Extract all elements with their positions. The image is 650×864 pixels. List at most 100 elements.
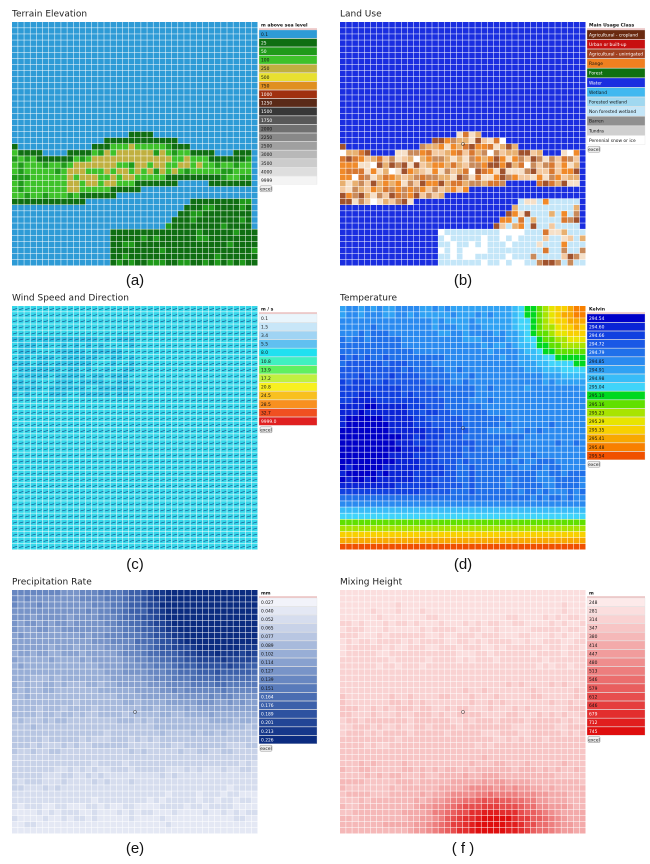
map-cell xyxy=(85,95,92,101)
map-cell xyxy=(61,64,67,71)
map-cell xyxy=(475,28,481,34)
map-cell xyxy=(567,34,574,40)
map-cell xyxy=(202,259,209,266)
map-cell xyxy=(48,40,55,46)
map-cell xyxy=(128,186,135,193)
map-cell xyxy=(104,58,110,65)
wind-arrow xyxy=(154,350,159,353)
map-cell xyxy=(18,83,24,89)
map-cell xyxy=(153,205,160,211)
map-cell xyxy=(426,34,432,40)
map-cell xyxy=(190,330,196,336)
map-cell xyxy=(55,403,61,410)
map-cell xyxy=(135,348,141,355)
map-cell xyxy=(518,70,524,77)
map-cell xyxy=(561,119,568,126)
wind-arrow xyxy=(43,326,49,329)
map-cell xyxy=(85,101,92,107)
map-cell xyxy=(110,223,117,229)
map-cell xyxy=(214,58,221,65)
map-cell xyxy=(141,235,147,242)
map-cell xyxy=(110,119,117,126)
wind-arrow xyxy=(37,320,42,323)
map-cell xyxy=(376,241,383,248)
map-cell xyxy=(208,40,215,46)
map-cell xyxy=(506,168,512,174)
map-cell xyxy=(91,247,98,254)
map-cell xyxy=(116,95,123,101)
map-cell xyxy=(573,253,580,260)
map-cell xyxy=(67,137,73,144)
map-cell xyxy=(413,58,420,65)
caption: (a) xyxy=(126,272,144,289)
map-cell xyxy=(202,70,209,77)
map-cell xyxy=(239,95,246,101)
map-cell xyxy=(147,211,153,217)
excel-button[interactable] xyxy=(587,145,601,153)
map-cell xyxy=(475,211,481,217)
map-cell xyxy=(469,144,475,150)
map-cell xyxy=(419,137,426,144)
map-cell xyxy=(395,229,401,235)
excel-button[interactable] xyxy=(259,185,273,193)
map-cell xyxy=(178,205,184,211)
wind-arrow xyxy=(61,399,67,402)
map-cell xyxy=(73,70,80,77)
wind-arrow xyxy=(18,381,24,384)
map-cell xyxy=(184,391,190,397)
map-cell xyxy=(12,229,18,235)
map-cell xyxy=(153,421,160,428)
map-cell xyxy=(475,174,481,181)
map-cell xyxy=(370,235,377,242)
map-cell xyxy=(18,70,24,77)
map-cell xyxy=(30,192,37,199)
map-cell xyxy=(30,318,37,324)
map-cell xyxy=(389,70,395,77)
map-cell xyxy=(395,150,401,156)
map-cell xyxy=(30,113,37,120)
map-cell xyxy=(555,46,561,52)
wind-arrow xyxy=(74,369,79,371)
map-cell xyxy=(48,186,55,193)
wind-arrow xyxy=(184,369,190,371)
map-cell xyxy=(30,409,37,416)
map-cell xyxy=(159,223,166,229)
map-cell xyxy=(135,235,141,242)
map-cell xyxy=(67,186,73,193)
map-cell xyxy=(512,95,518,101)
map-cell xyxy=(202,428,209,434)
map-cell xyxy=(196,324,203,330)
wind-arrow xyxy=(166,381,172,384)
map-cell xyxy=(524,125,531,132)
map-cell xyxy=(358,223,365,229)
map-cell xyxy=(251,330,258,336)
map-cell xyxy=(536,58,543,65)
map-cell xyxy=(469,223,475,229)
wind-arrow xyxy=(37,363,42,365)
map-cell xyxy=(208,211,215,217)
map-cell xyxy=(116,22,123,28)
map-cell xyxy=(530,58,537,65)
map-cell xyxy=(413,34,420,40)
map-cell xyxy=(463,70,469,77)
map-cell xyxy=(481,229,488,235)
map-cell xyxy=(190,107,196,113)
map-cell xyxy=(12,125,18,132)
map-cell xyxy=(245,241,252,248)
map-cell xyxy=(104,409,110,416)
map-cell xyxy=(122,168,129,174)
map-cell xyxy=(153,247,160,254)
map-cell xyxy=(42,336,49,343)
map-cell xyxy=(104,241,110,248)
wind-arrow xyxy=(148,411,153,414)
map-cell xyxy=(104,217,110,223)
map-cell xyxy=(128,235,135,242)
wind-arrow xyxy=(74,411,79,414)
map-cell xyxy=(573,52,580,59)
map-cell xyxy=(364,168,371,174)
map-cell xyxy=(456,223,463,229)
map-cell xyxy=(91,40,98,46)
wind-arrow xyxy=(74,308,79,310)
map-cell xyxy=(91,156,98,162)
wind-arrow xyxy=(240,308,245,310)
